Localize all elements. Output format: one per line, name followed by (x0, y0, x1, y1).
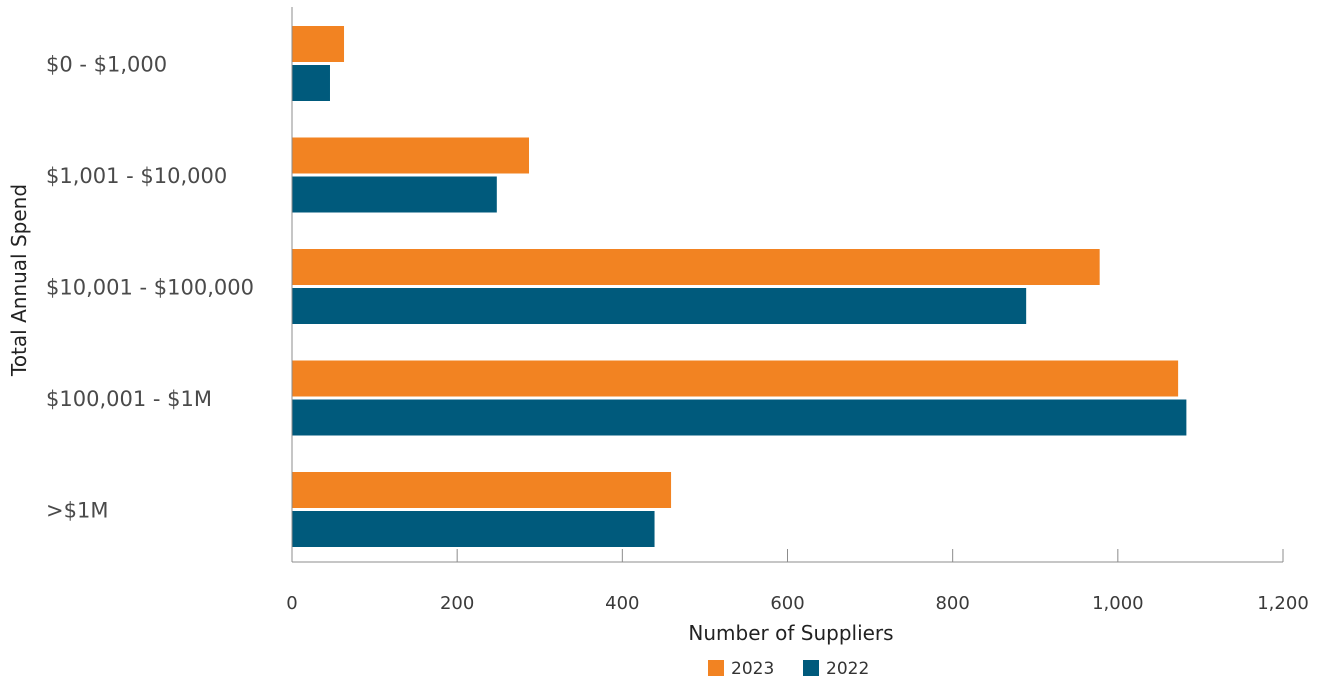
bar-2022-4 (292, 511, 655, 547)
legend-swatch-2023 (708, 660, 724, 676)
bar-2022-3 (292, 399, 1187, 436)
bar-2023-0 (292, 26, 345, 62)
bars (292, 26, 1187, 547)
legend-label-2022: 2022 (826, 659, 869, 679)
category-label: $1,001 - $10,000 (46, 164, 227, 188)
bar-2023-3 (292, 360, 1179, 397)
x-tick-label: 0 (286, 593, 297, 614)
category-labels: $0 - $1,000 $1,001 - $10,000 $10,001 - $10… (46, 53, 254, 523)
bar-2023-2 (292, 249, 1100, 285)
bar-2022-1 (292, 176, 497, 213)
x-tick-label: 800 (935, 593, 969, 614)
y-axis-title: Total Annual Spend (7, 184, 31, 377)
bar-2022-2 (292, 288, 1027, 324)
category-label: $0 - $1,000 (46, 53, 167, 77)
x-tick-label: 200 (440, 593, 474, 614)
x-tick-label: 400 (605, 593, 639, 614)
category-label: $100,001 - $1M (46, 387, 212, 411)
bar-2023-1 (292, 137, 530, 174)
bar-2023-4 (292, 472, 672, 508)
x-tick-label: 600 (770, 593, 804, 614)
x-axis-title: Number of Suppliers (688, 621, 893, 645)
x-ticks: 0 200 400 600 800 1,000 1,200 (286, 549, 1309, 614)
legend-label-2023: 2023 (731, 659, 774, 679)
bar-2022-0 (292, 65, 330, 101)
x-tick-label: 1,200 (1257, 593, 1309, 614)
x-tick-label: 1,000 (1092, 593, 1144, 614)
legend: 2023 2022 (708, 659, 869, 679)
category-label: >$1M (46, 499, 108, 523)
legend-swatch-2022 (803, 660, 819, 676)
category-label: $10,001 - $100,000 (46, 276, 254, 300)
